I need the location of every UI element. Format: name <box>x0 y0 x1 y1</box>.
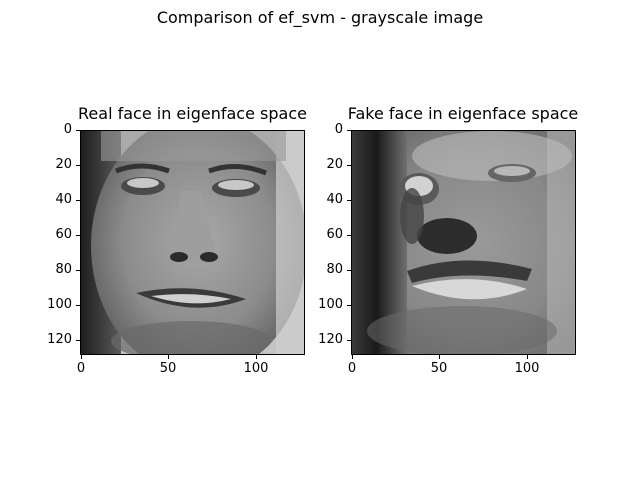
fake-ytick: 120 <box>318 332 343 347</box>
fake-face-graphic <box>352 131 575 354</box>
fake-ytick: 40 <box>326 192 343 207</box>
fake-ytick: 80 <box>326 262 343 277</box>
real-xtick: 50 <box>159 361 177 376</box>
real-xtick: 0 <box>76 361 86 376</box>
real-ytick: 80 <box>55 262 72 277</box>
fake-ytick: 0 <box>334 122 343 137</box>
figure-title: Comparison of ef_svm - grayscale image <box>156 8 484 27</box>
real-ytick: 20 <box>55 157 72 172</box>
real-ytick: 60 <box>55 227 72 242</box>
real-ytick: 40 <box>55 192 72 207</box>
fake-xtick: 100 <box>514 361 540 376</box>
fake-ytick: 60 <box>326 227 343 242</box>
real-face-graphic <box>81 131 304 354</box>
real-xtick: 100 <box>243 361 269 376</box>
fake-xtick: 0 <box>347 361 357 376</box>
fake-xtick: 50 <box>430 361 448 376</box>
fake-face-image <box>351 130 576 355</box>
real-ytick: 120 <box>47 332 72 347</box>
fake-ytick: 20 <box>326 157 343 172</box>
fake-ytick: 100 <box>318 297 343 312</box>
real-ytick: 0 <box>63 122 72 137</box>
fake-face-title: Fake face in eigenface space <box>347 104 579 123</box>
real-ytick: 100 <box>47 297 72 312</box>
real-face-title: Real face in eigenface space <box>78 104 307 123</box>
real-face-image <box>80 130 305 355</box>
